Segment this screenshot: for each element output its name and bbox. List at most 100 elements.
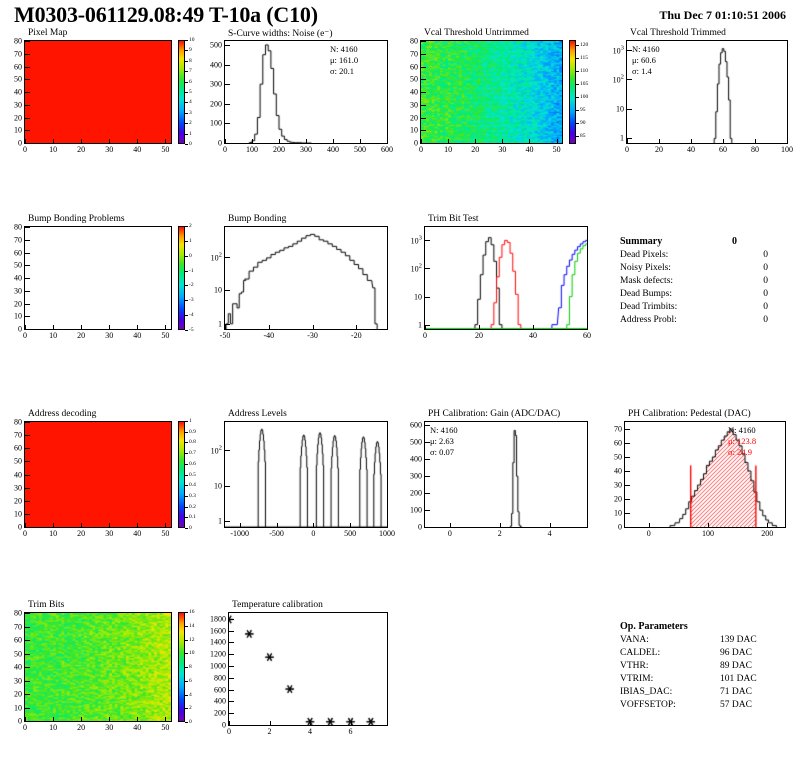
y-tick-label: 80: [14, 417, 22, 427]
y-tick-label: 20: [14, 299, 22, 308]
y-tick-label: 40: [14, 273, 22, 283]
op-parameter-value: 96 DAC: [720, 648, 752, 658]
y-tick-mark: [25, 721, 30, 722]
y-tick-mark: [421, 104, 426, 106]
y-tick-mark: [225, 521, 230, 523]
x-tick-label: 20: [77, 723, 86, 732]
y-tick-label: 20: [14, 689, 22, 699]
colorbar-tick-label: 8: [189, 57, 192, 64]
y-tick-mark: [627, 138, 632, 140]
summary-row-value: 0: [763, 289, 768, 299]
x-tick-label: 0: [625, 145, 629, 154]
y-tick-mark: [25, 626, 30, 628]
x-tick-mark: [137, 717, 139, 722]
plot-title-temperature-calibration: Temperature calibration: [232, 600, 323, 610]
stat-mu: μ: 161.0: [330, 55, 359, 65]
op-parameter-value: 71 DAC: [720, 687, 752, 697]
colorbar-tick-label: -5: [189, 327, 194, 333]
x-tick-label: 100: [246, 145, 258, 154]
colorbar-tick-mark: [185, 495, 188, 497]
x-tick-mark: [165, 139, 167, 144]
plot-frame-trim-bit-test: [424, 226, 588, 330]
summary-row: Dead Bumps: 0: [620, 288, 768, 301]
plot-panel-ph-calibration-pedestal: PH Calibration: Pedestal (DAC) 0 100 200 0 10…: [596, 409, 796, 542]
x-tick-mark: [648, 523, 650, 528]
y-tick-label: 50: [14, 649, 22, 658]
x-tick-mark: [276, 523, 278, 528]
x-tick-label: 20: [77, 145, 86, 154]
y-tick-label: 40: [14, 662, 22, 672]
x-tick-label: -1000: [230, 529, 250, 538]
plot-frame-address-levels: [224, 421, 388, 528]
y-tick-mark: [627, 49, 632, 51]
y-tick-mark: [25, 252, 30, 254]
colorbar-tick-label: 0.7: [189, 450, 196, 457]
y-tick-mark: [25, 640, 30, 641]
plot-frame-bump-bonding-problems: [24, 226, 172, 330]
x-tick-label: 600: [381, 145, 393, 154]
colorbar-tick-mark: [185, 112, 188, 114]
y-tick-label: 10: [214, 481, 222, 491]
x-tick-mark: [109, 325, 111, 330]
y-tick-label: 20: [14, 113, 22, 122]
colorbar-tick-label: 16: [189, 609, 195, 615]
x-tick-label: -500: [269, 529, 284, 538]
op-parameter-row: VOFFSETOP: 57 DAC: [620, 699, 752, 712]
x-tick-mark: [81, 523, 83, 528]
y-tick-label: 102: [210, 251, 222, 263]
y-tick-label: 1: [218, 319, 222, 329]
colorbar-tick-label: -4: [189, 312, 194, 319]
op-parameter-row: CALDEL: 96 DAC: [620, 647, 752, 660]
x-tick-mark: [269, 721, 271, 726]
x-tick-label: 10: [49, 723, 58, 732]
x-tick-label: 500: [354, 145, 366, 154]
x-tick-label: 200: [273, 145, 285, 154]
x-tick-mark: [691, 139, 692, 144]
y-tick-label: 0: [618, 522, 622, 532]
x-tick-label: 40: [133, 529, 142, 538]
colorbar-tick-mark: [185, 92, 188, 93]
y-tick-label: 80: [14, 222, 22, 232]
x-tick-mark: [529, 139, 531, 144]
plot-title-pixel-map: Pixel Map: [28, 28, 68, 38]
x-tick-label: -40: [263, 331, 275, 340]
y-tick-label: 102: [612, 74, 624, 85]
y-tick-mark: [425, 527, 430, 528]
colorbar-tick-label: 120: [580, 42, 589, 49]
y-tick-mark: [25, 422, 30, 423]
colorbar-tick-mark: [576, 110, 579, 112]
colorbar-tick-mark: [185, 708, 188, 710]
x-tick-mark: [502, 139, 504, 144]
x-tick-mark: [479, 325, 480, 330]
y-tick-label: 40: [14, 470, 22, 479]
y-tick-mark: [625, 471, 630, 472]
x-tick-mark: [279, 139, 280, 144]
op-parameter-row: VTHR: 89 DAC: [620, 660, 752, 673]
x-tick-mark: [627, 139, 628, 144]
y-tick-mark: [25, 227, 30, 228]
y-tick-label: 50: [614, 452, 622, 462]
y-tick-mark: [25, 680, 30, 682]
y-tick-label: 400: [214, 696, 226, 706]
plot-panel-trim-bit-test: Trim Bit Test 0 20 40 60 1 10 102 103: [396, 214, 596, 344]
y-tick-mark: [627, 108, 632, 110]
plot-stats-vcal-threshold-trimmed: N: 4160 μ: 60.6 σ: 1.4: [632, 44, 660, 77]
x-tick-label: 1000: [379, 529, 395, 538]
x-tick-mark: [556, 139, 558, 144]
x-tick-label: 0: [223, 145, 227, 154]
colorbar-tick-mark: [185, 285, 188, 287]
colorbar-tick-mark: [185, 255, 188, 257]
x-tick-label: 30: [105, 331, 114, 340]
colorbar-tick-label: 8: [189, 664, 192, 670]
y-tick-label: 10: [14, 311, 22, 321]
y-tick-label: 40: [614, 466, 622, 476]
plot-title-bump-bonding: Bump Bonding: [228, 214, 287, 224]
y-tick-label: 500: [410, 437, 422, 447]
y-tick-mark: [225, 143, 230, 144]
colorbar-tick-mark: [576, 84, 579, 86]
page-title: M0303-061129.08:49 T-10a (C10): [14, 2, 318, 27]
y-tick-label: 60: [410, 62, 418, 71]
x-tick-label: 300: [300, 145, 312, 154]
y-tick-label: 1000: [210, 661, 226, 671]
x-tick-label: 400: [327, 145, 339, 154]
